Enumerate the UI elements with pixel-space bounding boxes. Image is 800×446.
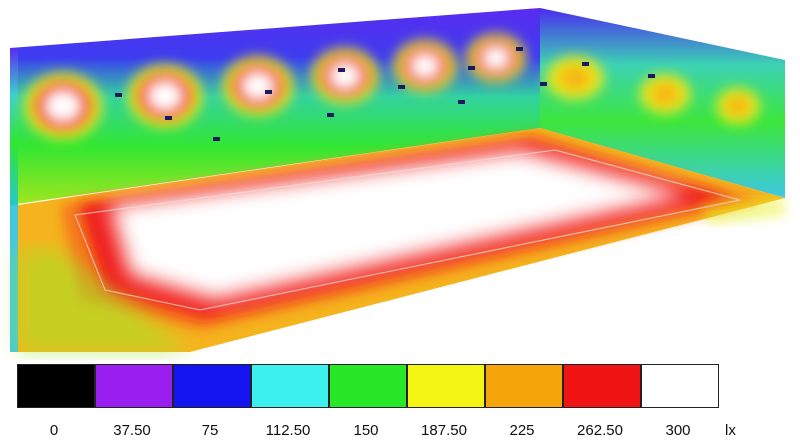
wall-spot-8 [637,72,693,116]
floor [10,128,785,352]
legend-label-6: 225 [509,422,535,439]
legend-swatch-6 [485,364,563,408]
floor-yellow-edge [10,205,18,352]
wall-spot-4 [309,46,381,106]
legend-swatch-0 [17,364,95,408]
wall-spot-7 [543,54,607,102]
wall-spot-9 [714,86,762,126]
legend-swatch-7 [563,364,641,408]
luminaire-markers [115,47,655,141]
task-area-outline [74,149,741,311]
wall-spot-6 [464,32,528,84]
floor-right-edge [700,198,785,225]
legend-label-1: 37.50 [113,422,151,439]
legend-label-2: 75 [201,422,219,439]
floor-white-center [110,150,690,300]
wall-spot-5 [391,38,459,94]
legend-swatch-1 [95,364,173,408]
legend-label-8: 300 [665,422,691,439]
legend-swatch-4 [329,364,407,408]
wall-spot-1 [21,70,105,142]
left-wall [10,48,18,205]
legend-swatch-8 [641,364,719,408]
legend-label-0: 0 [49,422,59,439]
illuminance-rendering [10,8,785,352]
legend-label-7: 262.50 [577,422,623,439]
legend-swatch-3 [251,364,329,408]
legend-label-3: 112.50 [265,422,311,439]
wall-light-spots [21,32,762,142]
wall-spot-2 [125,62,205,130]
legend-label-4: 150 [353,422,379,439]
legend-label-5: 187.50 [421,422,467,439]
floor-green-corner [18,250,190,352]
legend-unit: lx [725,422,736,439]
illuminance-legend: 0 37.50 75 112.50 150 187.50 225 262.50 300 lx [0,360,800,446]
wall-spot-3 [220,54,296,118]
legend-swatch-5 [407,364,485,408]
legend-swatch-2 [173,364,251,408]
